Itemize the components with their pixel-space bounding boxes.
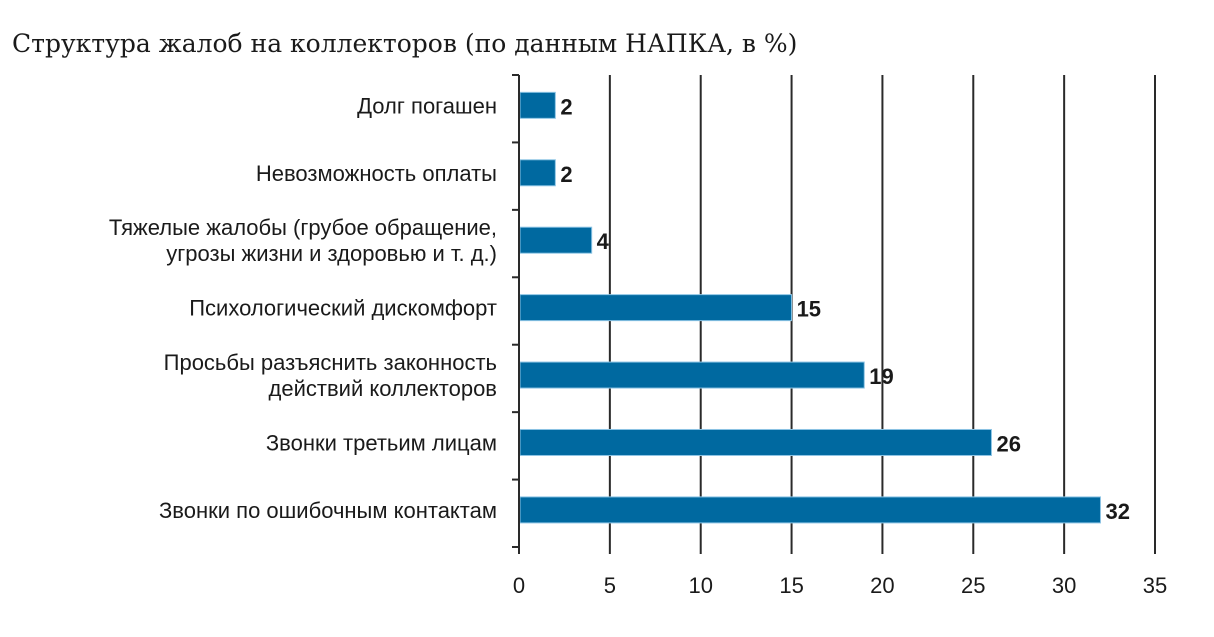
category-label-line: Просьбы разъяснить законность	[164, 350, 497, 375]
x-tick-label: 0	[513, 573, 525, 598]
x-tick-label: 25	[961, 573, 985, 598]
bar	[519, 159, 556, 187]
data-label: 4	[597, 229, 610, 254]
category-label: Просьбы разъяснить законность действий ко…	[164, 350, 497, 401]
category-label: Долг погашен	[357, 93, 497, 118]
x-tick-label: 20	[870, 573, 894, 598]
category-label: Психологический дискомфорт	[189, 296, 497, 321]
data-label: 2	[560, 162, 572, 187]
category-label: Невозможность оплаты	[256, 161, 497, 186]
data-label: 2	[560, 94, 572, 119]
x-tick-label: 10	[688, 573, 712, 598]
category-label-line: угрозы жизни и здоровью и т. д.)	[166, 241, 497, 266]
data-label: 32	[1105, 499, 1129, 524]
bar	[519, 226, 593, 254]
data-label: 15	[797, 297, 821, 322]
bar	[519, 294, 793, 322]
bar	[519, 91, 556, 119]
category-label-line: Психологический дискомфорт	[189, 296, 497, 321]
category-label: Звонки третьим лицам	[266, 430, 497, 455]
axes: 0 5 10 15 20 25 30 35 Долг погашен Невозможность …	[109, 74, 1167, 598]
data-label: 19	[869, 364, 893, 389]
x-tick-label: 35	[1143, 573, 1167, 598]
chart-title: Структура жалоб на коллекторов (по данны…	[12, 29, 797, 58]
bar	[519, 428, 992, 456]
category-label-line: Невозможность оплаты	[256, 161, 497, 186]
category-label-line: Долг погашен	[357, 93, 497, 118]
data-label: 26	[996, 431, 1020, 456]
bar	[519, 361, 865, 389]
bar	[519, 496, 1101, 524]
category-label-line: Звонки по ошибочным контактам	[159, 498, 497, 523]
x-tick-label: 30	[1052, 573, 1076, 598]
category-label: Тяжелые жалобы (грубое обращение, угрозы …	[109, 215, 497, 266]
category-label-line: Тяжелые жалобы (грубое обращение,	[109, 215, 497, 240]
bars: 2 2 4 15 19 26 32	[519, 91, 1130, 524]
category-label-line: действий коллекторов	[269, 376, 497, 401]
category-label: Звонки по ошибочным контактам	[159, 498, 497, 523]
x-tick-label: 15	[779, 573, 803, 598]
x-tick-label: 5	[604, 573, 616, 598]
category-label-line: Звонки третьим лицам	[266, 430, 497, 455]
